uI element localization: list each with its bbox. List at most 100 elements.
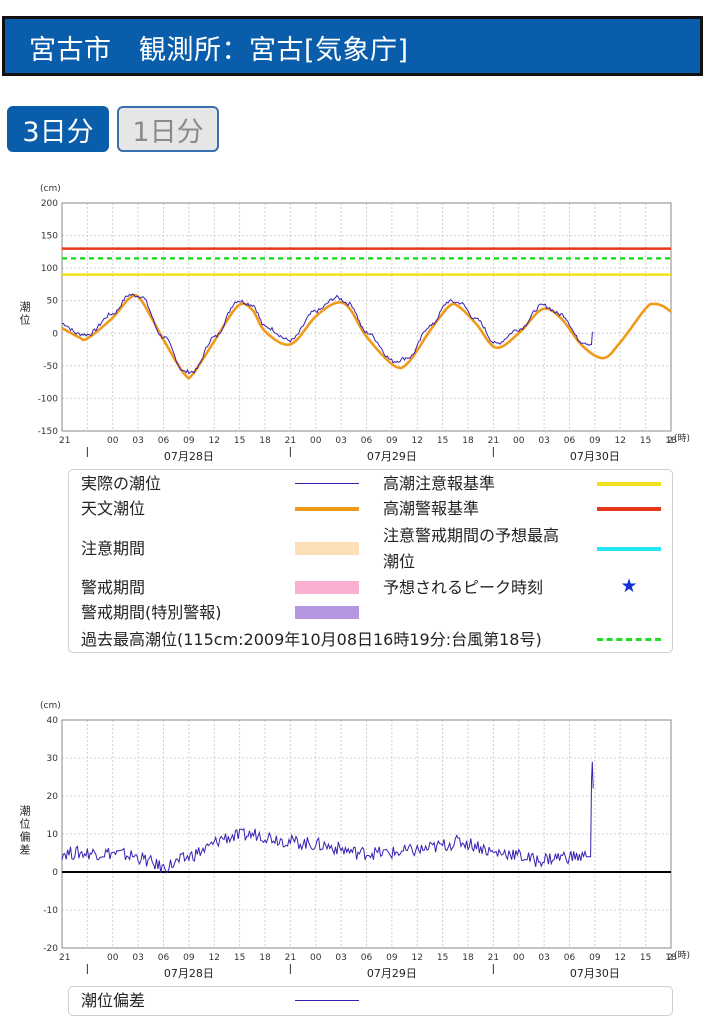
x-tick-label: 03 xyxy=(538,436,549,446)
x-tick-label: 21 xyxy=(59,436,70,446)
legend-swatch-thick xyxy=(597,507,661,511)
x-tick-label: 03 xyxy=(335,436,346,446)
x-tick-label: 00 xyxy=(513,436,525,446)
date-label: 07月29日 xyxy=(367,967,417,980)
y-tick-label: 20 xyxy=(47,792,59,802)
x-tick-label: 00 xyxy=(107,953,119,963)
x-tick-label: 21 xyxy=(488,953,499,963)
x-tick-label: 12 xyxy=(615,953,626,963)
series-line xyxy=(61,293,672,380)
x-tick-label: 03 xyxy=(335,953,346,963)
tide-legend: 実際の潮位 高潮注意報基準 天文潮位 高潮警報基準 注意期間 注意警戒期間の予想最高 潮位警… xyxy=(68,469,673,653)
y-tick-label: -10 xyxy=(43,906,58,916)
y-tick-label: -50 xyxy=(43,362,58,372)
series-line xyxy=(61,293,594,375)
y-tick-label: 10 xyxy=(47,830,59,840)
x-tick-label: 18 xyxy=(259,953,271,963)
x-tick-label: 09 xyxy=(386,436,398,446)
x-tick-label: 06 xyxy=(361,953,373,963)
plot-border xyxy=(61,719,672,949)
tab-1-day[interactable]: 1日分 xyxy=(117,106,219,152)
x-tick-label: 00 xyxy=(310,953,322,963)
plot-border xyxy=(61,202,672,432)
legend-swatch-band xyxy=(295,542,359,555)
y-axis-label: 潮位 xyxy=(20,300,31,327)
x-tick-label: 2 xyxy=(667,436,673,446)
x-tick-label: 21 xyxy=(285,953,296,963)
legend-label: 警戒期間(特別警報) xyxy=(81,603,222,622)
y-tick-label: 50 xyxy=(47,297,59,307)
x-tick-label: 15 xyxy=(234,953,245,963)
y-tick-label: 150 xyxy=(41,232,58,242)
legend-label: 過去最高潮位(115cm:2009年10月08日16時19分:台風第18号) xyxy=(81,630,542,649)
x-tick-label: 00 xyxy=(513,953,525,963)
x-tick-label: 18 xyxy=(665,436,677,446)
x-tick-label: 09 xyxy=(386,953,398,963)
star-icon: ★ xyxy=(620,575,638,597)
y-unit-label: (cm) xyxy=(40,184,61,194)
legend-label: 注意警戒期間の予想最高 xyxy=(383,526,560,545)
x-tick-label: 21 xyxy=(488,436,499,446)
legend-swatch-dashed xyxy=(597,638,661,641)
x-tick-label: 03 xyxy=(132,436,143,446)
x-tick-label: 12 xyxy=(412,953,423,963)
legend-swatch-thick xyxy=(295,507,359,511)
x-tick-label: 06 xyxy=(158,436,170,446)
legend-label: 高潮注意報基準 xyxy=(383,474,496,493)
x-tick-label: 15 xyxy=(640,436,651,446)
x-tick-label: 06 xyxy=(564,436,576,446)
date-label: 07月30日 xyxy=(570,450,620,463)
legend-swatch-line xyxy=(295,483,359,484)
deviation-legend: 潮位偏差 xyxy=(68,986,673,1016)
x-tick-label: 06 xyxy=(158,953,170,963)
date-label: 07月29日 xyxy=(367,450,417,463)
y-unit-label: (cm) xyxy=(40,701,61,711)
x-tick-label: 12 xyxy=(209,436,220,446)
x-tick-label: 00 xyxy=(310,436,322,446)
legend-label: 警戒期間 xyxy=(81,578,146,597)
tab-3-days[interactable]: 3日分 xyxy=(7,106,109,152)
y-axis-label: 潮位偏差 xyxy=(20,804,31,857)
x-tick-label: 09 xyxy=(183,953,195,963)
x-tick-label: 18 xyxy=(665,953,677,963)
x-tick-label: 15 xyxy=(640,953,651,963)
date-label: 07月30日 xyxy=(570,967,620,980)
x-tick-label: 18 xyxy=(462,436,474,446)
x-tick-label: 06 xyxy=(564,953,576,963)
x-tick-label: 15 xyxy=(437,436,448,446)
legend-label: 高潮警報基準 xyxy=(383,499,480,518)
x-unit-label: (時) xyxy=(674,433,690,444)
x-tick-label: 09 xyxy=(589,953,601,963)
legend-swatch-thick xyxy=(597,482,661,486)
legend-swatch-band xyxy=(295,606,359,619)
page-header: 宮古市 観測所：宮古[気象庁] xyxy=(2,16,703,76)
x-tick-label: 09 xyxy=(183,436,195,446)
legend-label: 注意期間 xyxy=(81,539,146,558)
x-tick-label: 21 xyxy=(59,953,70,963)
y-tick-label: 0 xyxy=(52,868,58,878)
page-title: 宮古市 観測所：宮古[気象庁] xyxy=(29,35,409,66)
x-tick-label: 09 xyxy=(589,436,601,446)
legend-label: 潮位偏差 xyxy=(81,991,146,1010)
x-tick-label: 12 xyxy=(412,436,423,446)
y-tick-label: 40 xyxy=(47,716,59,726)
legend-swatch-line xyxy=(295,1000,359,1001)
x-tick-label: 18 xyxy=(259,436,271,446)
x-tick-label: 06 xyxy=(361,436,373,446)
date-label: 07月28日 xyxy=(164,450,214,463)
legend-swatch-thick xyxy=(597,547,661,551)
x-tick-label: 00 xyxy=(107,436,119,446)
y-tick-label: 200 xyxy=(41,199,58,209)
legend-label: 潮位 xyxy=(383,552,416,571)
y-tick-label: -100 xyxy=(38,394,59,404)
x-tick-label: 15 xyxy=(437,953,448,963)
x-tick-label: 21 xyxy=(285,436,296,446)
legend-swatch-band xyxy=(295,581,359,594)
series-line xyxy=(61,761,594,874)
x-tick-label: 03 xyxy=(538,953,549,963)
x-tick-label: 12 xyxy=(615,436,626,446)
x-tick-label: 15 xyxy=(234,436,245,446)
x-unit-label: (時) xyxy=(674,950,690,961)
